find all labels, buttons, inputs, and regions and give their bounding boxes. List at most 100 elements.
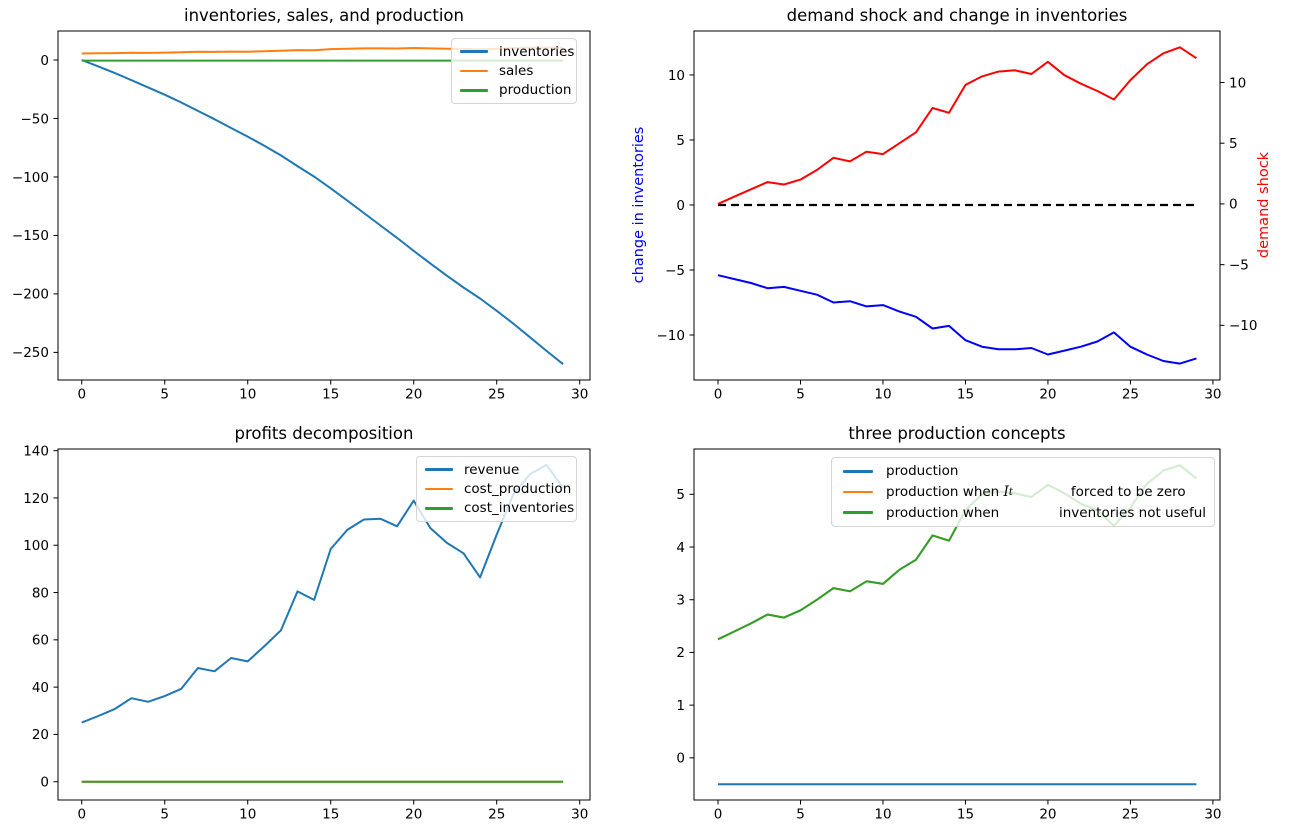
legend-sample-production [460,89,488,92]
legend-item: production [843,461,1206,482]
legend-item: production [460,81,572,100]
legend-sample-cost-inventories [425,507,453,510]
x-tick-label: 20 [405,387,422,403]
x-axis-ticks: 0 5 10 15 20 25 30 [77,800,588,823]
legend-label: sales [499,62,534,79]
x-tick-label: 10 [874,387,891,403]
legend-sample-sales [460,69,488,73]
axes-spines [57,448,591,801]
axes-spines [693,30,1221,381]
x-tick-label: 0 [77,807,86,823]
x-tick-label: 20 [1039,387,1056,403]
y-tick-label: 120 [23,491,49,507]
x-axis-ticks: 0 5 10 15 20 25 30 [714,380,1222,403]
y-axis-ticks-right: 10 5 0 −5 −10 [1220,75,1258,334]
y-tick-label: 5 [676,133,685,149]
x-tick-label: 15 [957,387,974,403]
y-tick-label: 0 [1229,197,1238,213]
x-tick-label: 30 [571,807,588,823]
legend-item: inventories [460,42,574,61]
legend-label-gap [1013,492,1071,493]
y-tick-label: 0 [676,751,685,767]
legend-item: production when inventories not useful [843,502,1206,523]
x-tick-label: 15 [322,387,339,403]
x-tick-label: 20 [1039,807,1056,823]
x-tick-label: 30 [571,387,588,403]
y-tick-label: 10 [1229,75,1246,91]
panel-demand-shock-change-inventories: 0 5 10 15 20 25 30 10 5 0 −5 −10 10 5 0 −5 −10 [657,30,1258,403]
chart-title-top-right: demand shock and change in inventories [786,6,1128,25]
y-tick-label: 100 [23,538,49,554]
x-axis-ticks: 0 5 10 15 20 25 30 [714,800,1222,823]
x-tick-label: 10 [874,807,891,823]
y-tick-label: 60 [32,633,49,649]
legend-top-left: inventories sales production [451,38,577,104]
series-line-inventories [81,59,564,365]
legend-sample-production-it-zero [843,490,873,494]
series-line-change-in-inventories [717,274,1197,365]
chart-title-bottom-left: profits decomposition [234,424,414,443]
y-tick-label: −200 [12,287,49,303]
x-tick-label: 15 [957,807,974,823]
axes-spines [693,448,1221,801]
y-tick-label: −5 [1229,257,1249,273]
legend-sample-inventories [460,50,488,53]
legend-item: cost_inventories [425,499,574,518]
y-tick-label: −10 [657,328,686,344]
legend-label: revenue [464,461,520,478]
x-tick-label: 0 [714,807,723,823]
legend-label: cost_production [464,480,572,497]
x-tick-label: 5 [160,807,169,823]
y-tick-label: 1 [676,698,685,714]
y-axis-ticks-left: 10 5 0 −5 −10 [657,68,694,344]
legend-sample-cost-production [425,487,453,491]
x-tick-label: 30 [1204,807,1221,823]
panel-inventories-sales-production: 0 5 10 15 20 25 30 0 −50 −100 −150 −200 −250 [12,30,591,403]
y-tick-label: −150 [12,228,49,244]
legend-bottom-left: revenue cost_production cost_inventories [416,456,577,522]
y-tick-label: −10 [1229,318,1258,334]
legend-label: cost_inventories [464,500,575,517]
y-tick-label: −50 [21,111,50,127]
y-tick-label: 2 [676,645,685,661]
y-tick-label: 5 [676,487,685,503]
chart-title-top-left: inventories, sales, and production [183,6,464,25]
y-tick-label: 20 [32,727,49,743]
legend-label-post: inventories not useful [1059,504,1206,521]
y-axis-label-right: demand shock [1256,151,1272,259]
x-tick-label: 25 [1122,807,1139,823]
y-tick-label: 10 [668,68,685,84]
y-tick-label: −250 [12,345,49,361]
legend-sample-revenue [425,468,453,471]
legend-item: revenue [425,460,568,479]
y-tick-label: 40 [32,680,49,696]
legend-label-gap [999,512,1059,513]
y-axis-label-left: change in inventories [631,126,647,284]
y-tick-label: 4 [676,540,685,556]
x-tick-label: 0 [714,387,723,403]
chart-title-bottom-right: three production concepts [848,424,1066,443]
series-line-revenue [81,463,564,724]
series-line-demand-shock [717,46,1197,205]
x-tick-label: 30 [1204,387,1221,403]
legend-label: production [886,463,959,480]
legend-label-pre: production when [886,484,1004,500]
x-tick-label: 0 [77,387,86,403]
x-tick-label: 20 [405,807,422,823]
y-tick-label: 80 [32,585,49,601]
y-tick-label: −100 [12,170,49,186]
x-tick-label: 25 [1122,387,1139,403]
y-tick-label: 0 [40,53,49,69]
math-variable-I: I [1003,484,1009,500]
legend-label: production [499,82,572,99]
legend-item: cost_production [425,479,572,498]
y-tick-label: 0 [676,198,685,214]
x-axis-ticks: 0 5 10 15 20 25 30 [77,380,588,403]
axes-spines [57,30,591,381]
y-tick-label: −5 [665,263,685,279]
x-tick-label: 25 [488,387,505,403]
x-tick-label: 5 [796,387,805,403]
